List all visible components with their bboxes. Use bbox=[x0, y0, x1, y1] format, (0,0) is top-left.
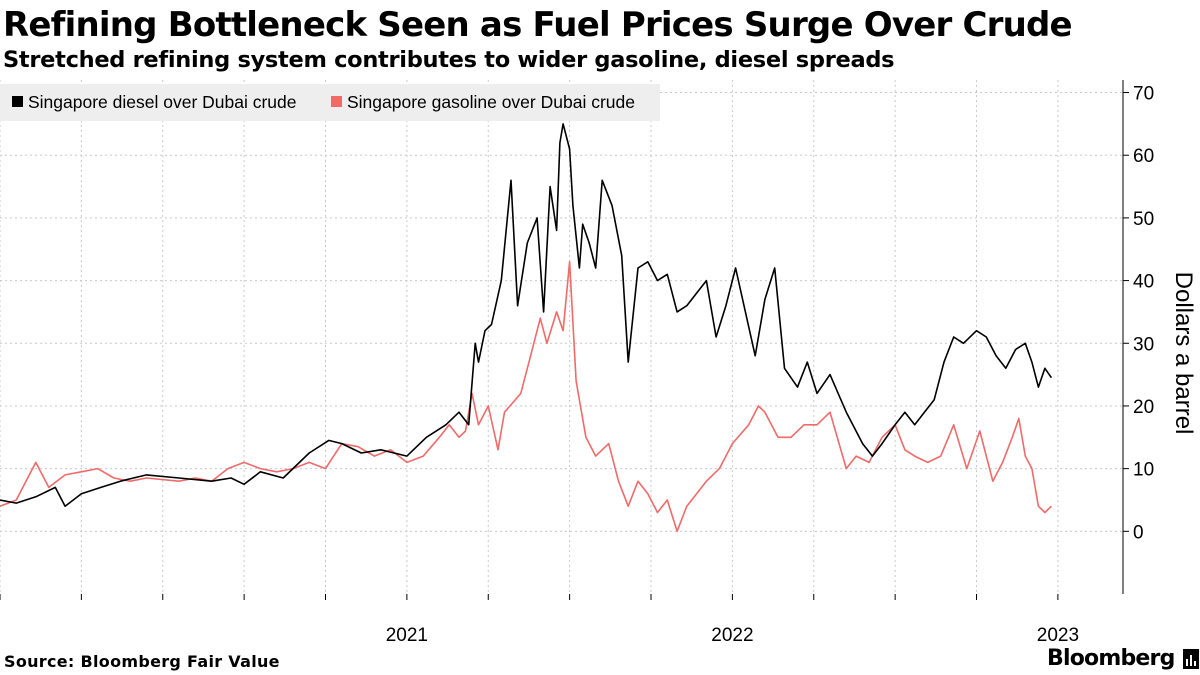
legend-swatch-gasoline bbox=[331, 96, 342, 107]
y-tick-label: 60 bbox=[1133, 146, 1154, 167]
brand-name: Bloomberg bbox=[1047, 646, 1175, 671]
series-line-gasoline bbox=[0, 260, 1052, 533]
chart-legend: Singapore diesel over Dubai crude Singap… bbox=[0, 84, 660, 121]
x-tick-label: 2021 bbox=[386, 625, 428, 646]
y-tick-label: 70 bbox=[1133, 84, 1154, 105]
series-line-diesel bbox=[0, 123, 1053, 508]
terminal-icon bbox=[1182, 648, 1199, 669]
page-title: Refining Bottleneck Seen as Fuel Prices … bbox=[3, 5, 1073, 45]
page-subtitle: Stretched refining system contributes to… bbox=[3, 47, 895, 73]
x-tick-label: 2023 bbox=[1037, 625, 1079, 646]
y-tick-label: 20 bbox=[1133, 397, 1154, 418]
y-axis-title: Dollars a barrel bbox=[1170, 272, 1197, 435]
legend-label-gasoline: Singapore gasoline over Dubai crude bbox=[347, 92, 635, 112]
legend-label-diesel: Singapore diesel over Dubai crude bbox=[28, 92, 297, 112]
legend-swatch-diesel bbox=[12, 96, 23, 107]
x-tick-label: 2022 bbox=[711, 625, 753, 646]
y-tick-label: 10 bbox=[1133, 460, 1154, 481]
y-tick-label: 30 bbox=[1133, 334, 1154, 355]
series-layer bbox=[0, 123, 1053, 533]
y-tick-label: 0 bbox=[1133, 522, 1144, 543]
grid-layer bbox=[0, 80, 1123, 594]
bloomberg-logo: Bloomberg bbox=[1047, 646, 1199, 671]
source-note: Source: Bloomberg Fair Value bbox=[4, 652, 280, 671]
legend-background bbox=[0, 84, 660, 121]
y-tick-label: 40 bbox=[1133, 272, 1154, 293]
axis-layer: Dollars a barrel 0 10 20 30 40 50 60 70 2021 2022… bbox=[0, 80, 1197, 646]
y-tick-label: 50 bbox=[1133, 209, 1154, 230]
